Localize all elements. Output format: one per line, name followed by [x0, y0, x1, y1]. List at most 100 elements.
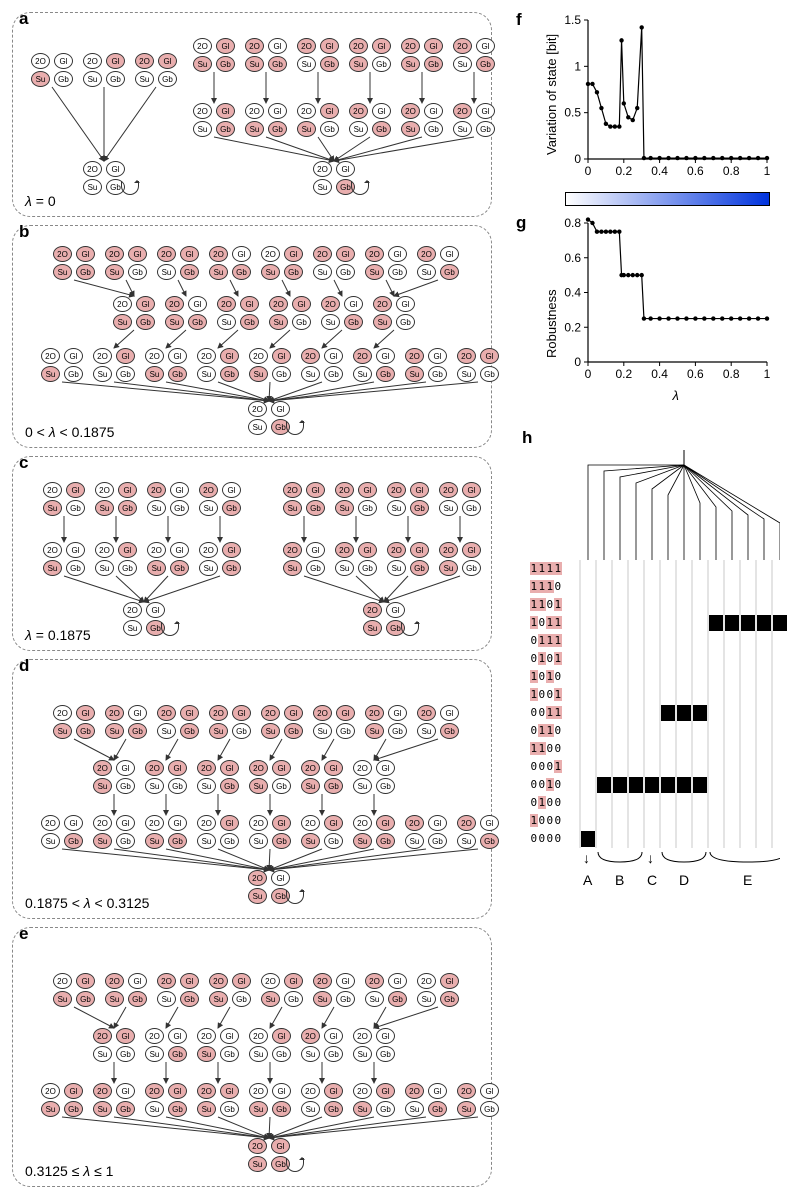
node-Gb: Gb — [180, 264, 199, 280]
h-cell-filled — [709, 615, 723, 631]
node-2O: 2O — [157, 973, 176, 989]
node-Gl: Gl — [386, 602, 405, 618]
node-Su: Su — [197, 1101, 216, 1117]
node-Gb: Gb — [216, 121, 235, 137]
state-node: 2OGlSuGb — [43, 482, 85, 516]
state-node: 2OGlSuGb — [387, 542, 429, 576]
state-node: 2OGlSuGb — [349, 103, 391, 137]
node-Gb: Gb — [320, 121, 339, 137]
node-Gl: Gl — [76, 705, 95, 721]
state-node: 2OGlSuGb — [31, 53, 73, 87]
node-Gb: Gb — [372, 56, 391, 72]
node-Su: Su — [31, 71, 50, 87]
panel-label-h: h — [522, 428, 532, 448]
node-Gl: Gl — [268, 38, 287, 54]
node-2O: 2O — [353, 1083, 372, 1099]
node-Su: Su — [261, 991, 280, 1007]
state-node: 2OGlSuGb — [197, 348, 239, 382]
node-Gl: Gl — [372, 38, 391, 54]
node-Su: Su — [405, 1101, 424, 1117]
node-Su: Su — [405, 366, 424, 382]
node-2O: 2O — [248, 870, 267, 886]
node-Su: Su — [301, 1101, 320, 1117]
lambda-label: 0.3125 ≤ λ ≤ 1 — [25, 1163, 113, 1179]
state-node: 2OGlSuGb — [335, 542, 377, 576]
node-2O: 2O — [113, 296, 132, 312]
node-2O: 2O — [365, 973, 384, 989]
state-node: 2OGlSuGb — [365, 705, 407, 739]
state-node: 2OGlSuGb — [439, 542, 481, 576]
node-Su: Su — [261, 723, 280, 739]
node-2O: 2O — [43, 482, 62, 498]
node-2O: 2O — [245, 103, 264, 119]
node-2O: 2O — [41, 348, 60, 364]
h-cell-filled — [693, 777, 707, 793]
node-Su: Su — [249, 366, 268, 382]
state-node: 2OGlSuGb — [123, 602, 165, 636]
node-2O: 2O — [349, 38, 368, 54]
node-2O: 2O — [93, 815, 112, 831]
node-2O: 2O — [199, 542, 218, 558]
svg-text:0.6: 0.6 — [687, 367, 704, 381]
state-node: 2OGlSuGb — [135, 53, 177, 87]
node-Gb: Gb — [376, 1046, 395, 1062]
state-node: 2OGlSuGb — [248, 870, 290, 904]
state-node: 2OGlSuGb — [147, 482, 189, 516]
node-Su: Su — [95, 560, 114, 576]
node-Gl: Gl — [222, 482, 241, 498]
node-Su: Su — [248, 1156, 267, 1172]
svg-text:0.4: 0.4 — [564, 286, 581, 300]
node-Su: Su — [199, 500, 218, 516]
node-2O: 2O — [313, 705, 332, 721]
state-node: 2OGlSuGb — [283, 482, 325, 516]
node-Gb: Gb — [336, 264, 355, 280]
h-cell-filled — [757, 615, 771, 631]
state-node: 2OGlSuGb — [95, 542, 137, 576]
lambda-label: 0.1875 < λ < 0.3125 — [25, 895, 149, 911]
node-2O: 2O — [157, 705, 176, 721]
node-2O: 2O — [41, 1083, 60, 1099]
node-Gl: Gl — [168, 348, 187, 364]
node-Gb: Gb — [168, 1101, 187, 1117]
node-Gl: Gl — [180, 246, 199, 262]
node-Gb: Gb — [116, 833, 135, 849]
node-Gl: Gl — [376, 348, 395, 364]
node-Su: Su — [313, 991, 332, 1007]
node-Su: Su — [365, 991, 384, 1007]
node-Gb: Gb — [424, 121, 443, 137]
node-2O: 2O — [209, 705, 228, 721]
node-Gb: Gb — [372, 121, 391, 137]
node-Gb: Gb — [272, 778, 291, 794]
node-Gb: Gb — [306, 500, 325, 516]
node-Gl: Gl — [336, 161, 355, 177]
node-Gb: Gb — [170, 500, 189, 516]
state-node: 2OGlSuGb — [95, 482, 137, 516]
node-Gl: Gl — [128, 973, 147, 989]
svg-text:0.2: 0.2 — [615, 164, 632, 178]
node-Gb: Gb — [272, 833, 291, 849]
node-Gl: Gl — [168, 815, 187, 831]
node-Gb: Gb — [428, 833, 447, 849]
node-Gb: Gb — [284, 723, 303, 739]
node-Su: Su — [249, 1046, 268, 1062]
panel-label-a: a — [19, 9, 28, 29]
node-Gb: Gb — [388, 723, 407, 739]
panel-label-d: d — [19, 656, 29, 676]
node-Gl: Gl — [222, 542, 241, 558]
node-Gb: Gb — [222, 500, 241, 516]
node-2O: 2O — [249, 760, 268, 776]
lambda-label: 0 < λ < 0.1875 — [25, 424, 114, 440]
node-Gb: Gb — [118, 560, 137, 576]
node-2O: 2O — [145, 815, 164, 831]
node-Gl: Gl — [462, 482, 481, 498]
node-Su: Su — [417, 723, 436, 739]
state-node: 2OGlSuGb — [105, 246, 147, 280]
panel-label-g: g — [516, 213, 526, 233]
node-Gb: Gb — [220, 1101, 239, 1117]
node-Su: Su — [197, 778, 216, 794]
node-2O: 2O — [387, 482, 406, 498]
node-2O: 2O — [217, 296, 236, 312]
state-node: 2OGlSuGb — [157, 246, 199, 280]
node-2O: 2O — [301, 815, 320, 831]
node-2O: 2O — [93, 1083, 112, 1099]
